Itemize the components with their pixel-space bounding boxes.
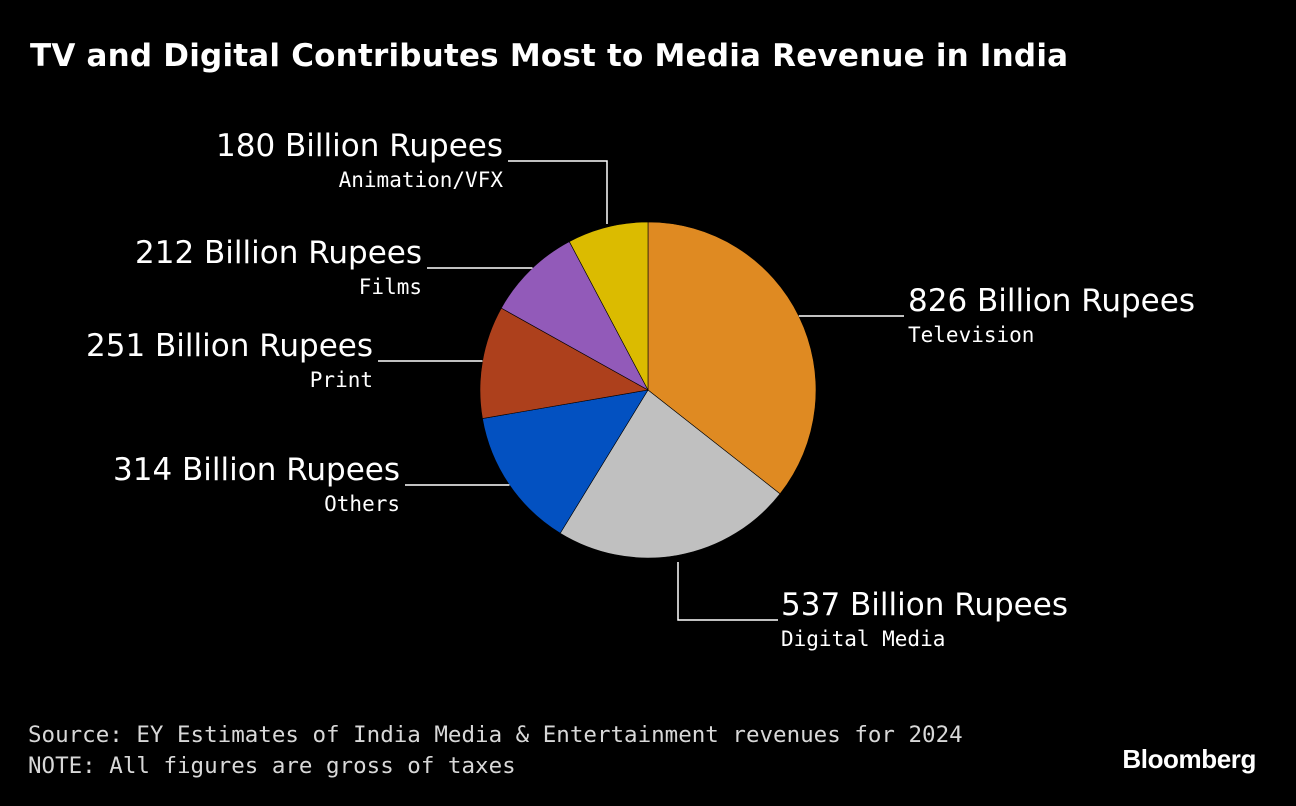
- value-label-television: 826 Billion Rupees: [908, 283, 1195, 319]
- leader-line-animation-vfx: [508, 160, 608, 224]
- category-label-digital-media: Digital Media: [781, 627, 945, 651]
- slice-labels: 826 Billion Rupees Television 537 Billion …: [86, 128, 1195, 651]
- taxes-note: NOTE: All figures are gross of taxes: [28, 753, 516, 779]
- chart-title: TV and Digital Contributes Most to Media…: [30, 38, 1069, 74]
- pie-slices: [479, 221, 817, 559]
- slice-animation-vfx: [568, 221, 649, 391]
- value-label-digital-media: 537 Billion Rupees: [781, 587, 1068, 623]
- value-label-print: 251 Billion Rupees: [86, 328, 373, 364]
- slice-films: [500, 241, 649, 391]
- category-label-print: Print: [310, 368, 373, 392]
- leader-line-digital-media: [677, 562, 778, 621]
- chart-footer: Source: EY Estimates of India Media & En…: [28, 720, 963, 782]
- value-label-films: 212 Billion Rupees: [135, 235, 422, 271]
- category-label-animation-vfx: Animation/VFX: [339, 168, 504, 192]
- value-label-others: 314 Billion Rupees: [113, 452, 400, 488]
- bloomberg-logo: Bloomberg: [1122, 744, 1256, 774]
- category-label-others: Others: [324, 492, 400, 516]
- source-note: Source: EY Estimates of India Media & En…: [28, 722, 963, 748]
- slice-digital-media: [559, 389, 781, 559]
- value-label-animation-vfx: 180 Billion Rupees: [216, 128, 503, 164]
- leader-lines: [378, 160, 904, 621]
- category-label-films: Films: [359, 275, 422, 299]
- category-label-television: Television: [908, 323, 1034, 347]
